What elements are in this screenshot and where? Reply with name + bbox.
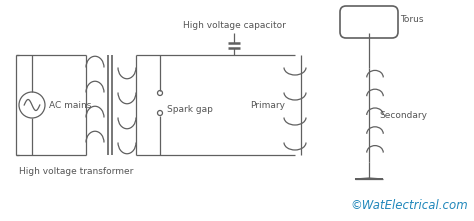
Text: AC mains: AC mains — [49, 101, 91, 109]
Text: High voltage capacitor: High voltage capacitor — [182, 21, 285, 30]
Text: Primary: Primary — [250, 101, 285, 109]
Text: ©WatElectrical.com: ©WatElectrical.com — [350, 199, 468, 212]
Text: Spark gap: Spark gap — [167, 105, 213, 114]
Text: Secondary: Secondary — [379, 110, 427, 120]
Text: Torus: Torus — [400, 15, 423, 25]
Text: High voltage transformer: High voltage transformer — [19, 167, 133, 176]
